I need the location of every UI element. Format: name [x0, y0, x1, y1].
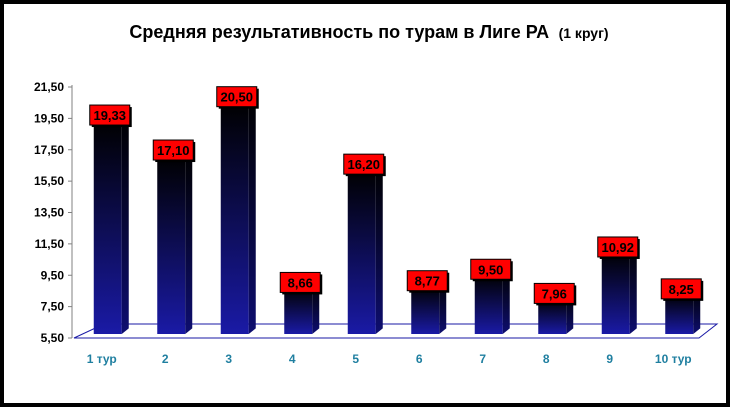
bar-front — [411, 286, 440, 334]
data-label-text: 17,10 — [157, 143, 190, 158]
data-label-box — [406, 270, 448, 292]
x-tick-label: 1 тур — [87, 352, 117, 366]
data-label-box — [89, 104, 131, 126]
x-tick-label: 7 — [479, 352, 486, 366]
x-tick-label: 2 — [162, 352, 169, 366]
data-label-box — [216, 86, 258, 108]
data-label-box — [152, 139, 194, 161]
data-label-box — [533, 282, 575, 304]
data-label-box — [660, 278, 702, 300]
data-label-6: 8,77 — [406, 270, 450, 293]
data-label-text: 8,77 — [415, 274, 440, 289]
x-tick-label: 4 — [289, 352, 296, 366]
data-label-2: 17,10 — [152, 139, 196, 163]
bar-side — [121, 115, 129, 335]
bar-chart: Средняя результативность по турам в Лиге… — [34, 22, 719, 366]
data-label-text: 19,33 — [93, 108, 126, 123]
bar-2 — [157, 150, 193, 334]
bar-side — [439, 281, 447, 334]
bars — [93, 97, 701, 335]
bar-7 — [474, 269, 510, 334]
x-tick-label: 5 — [352, 352, 359, 366]
data-label-1: 19,33 — [89, 104, 132, 128]
x-tick-label: 3 — [225, 352, 232, 366]
bar-side — [375, 164, 383, 334]
data-label-text: 8,66 — [288, 275, 313, 290]
chart-title: Средняя результативность по турам в Лиге… — [129, 22, 549, 42]
bar-side — [502, 269, 510, 334]
y-tick-label: 17,50 — [34, 143, 64, 157]
bar-front — [93, 121, 122, 335]
bar-front — [601, 252, 630, 334]
bar-side — [185, 150, 193, 334]
bar-front — [157, 156, 186, 334]
data-label-text: 16,20 — [347, 157, 380, 172]
data-labels: 19,33 17,10 20,50 8,66 16,20 8,77 9,50 7,96 10,9… — [89, 86, 704, 306]
y-tick-label: 7,50 — [41, 300, 65, 314]
x-tick-label: 9 — [606, 352, 613, 366]
bar-front — [347, 170, 376, 334]
y-tick-label: 5,50 — [41, 331, 65, 345]
chart-subtitle: (1 круг) — [559, 25, 609, 41]
y-tick-label: 13,50 — [34, 206, 64, 220]
bar-side — [248, 97, 256, 335]
x-tick-label: 10 тур — [655, 352, 692, 366]
x-tick-label: 8 — [543, 352, 550, 366]
bar-side — [629, 247, 637, 334]
data-label-box — [470, 258, 512, 280]
data-label-box — [597, 236, 639, 258]
y-tick-label: 15,50 — [34, 174, 64, 188]
bar-front — [220, 102, 249, 334]
y-tick-label: 21,50 — [34, 80, 64, 94]
bar-1 — [93, 115, 129, 335]
data-label-7: 9,50 — [470, 258, 513, 282]
data-label-text: 8,25 — [669, 282, 694, 297]
data-label-box — [343, 153, 385, 175]
data-label-text: 10,92 — [601, 240, 634, 255]
data-label-9: 10,92 — [597, 236, 640, 259]
bar-front — [474, 275, 503, 334]
bar-front — [665, 294, 694, 334]
data-label-3: 20,50 — [216, 86, 259, 109]
bar-3 — [220, 97, 256, 335]
bar-5 — [347, 164, 383, 334]
data-label-4: 8,66 — [279, 271, 323, 295]
y-tick-label: 11,50 — [35, 237, 65, 251]
data-label-box — [279, 271, 321, 293]
data-label-text: 7,96 — [542, 286, 567, 301]
y-tick-label: 19,50 — [34, 111, 64, 125]
data-label-5: 16,20 — [343, 153, 386, 177]
data-label-text: 9,50 — [478, 262, 503, 277]
x-tick-label: 6 — [416, 352, 423, 366]
data-label-8: 7,96 — [533, 282, 577, 306]
bar-front — [284, 288, 313, 334]
chart-title-line: Средняя результативность по турам в Лиге… — [129, 22, 608, 42]
data-label-10: 8,25 — [660, 278, 704, 301]
y-tick-label: 9,50 — [41, 268, 65, 282]
bar-9 — [601, 247, 637, 334]
bar-side — [312, 282, 320, 334]
data-label-text: 20,50 — [220, 90, 253, 105]
